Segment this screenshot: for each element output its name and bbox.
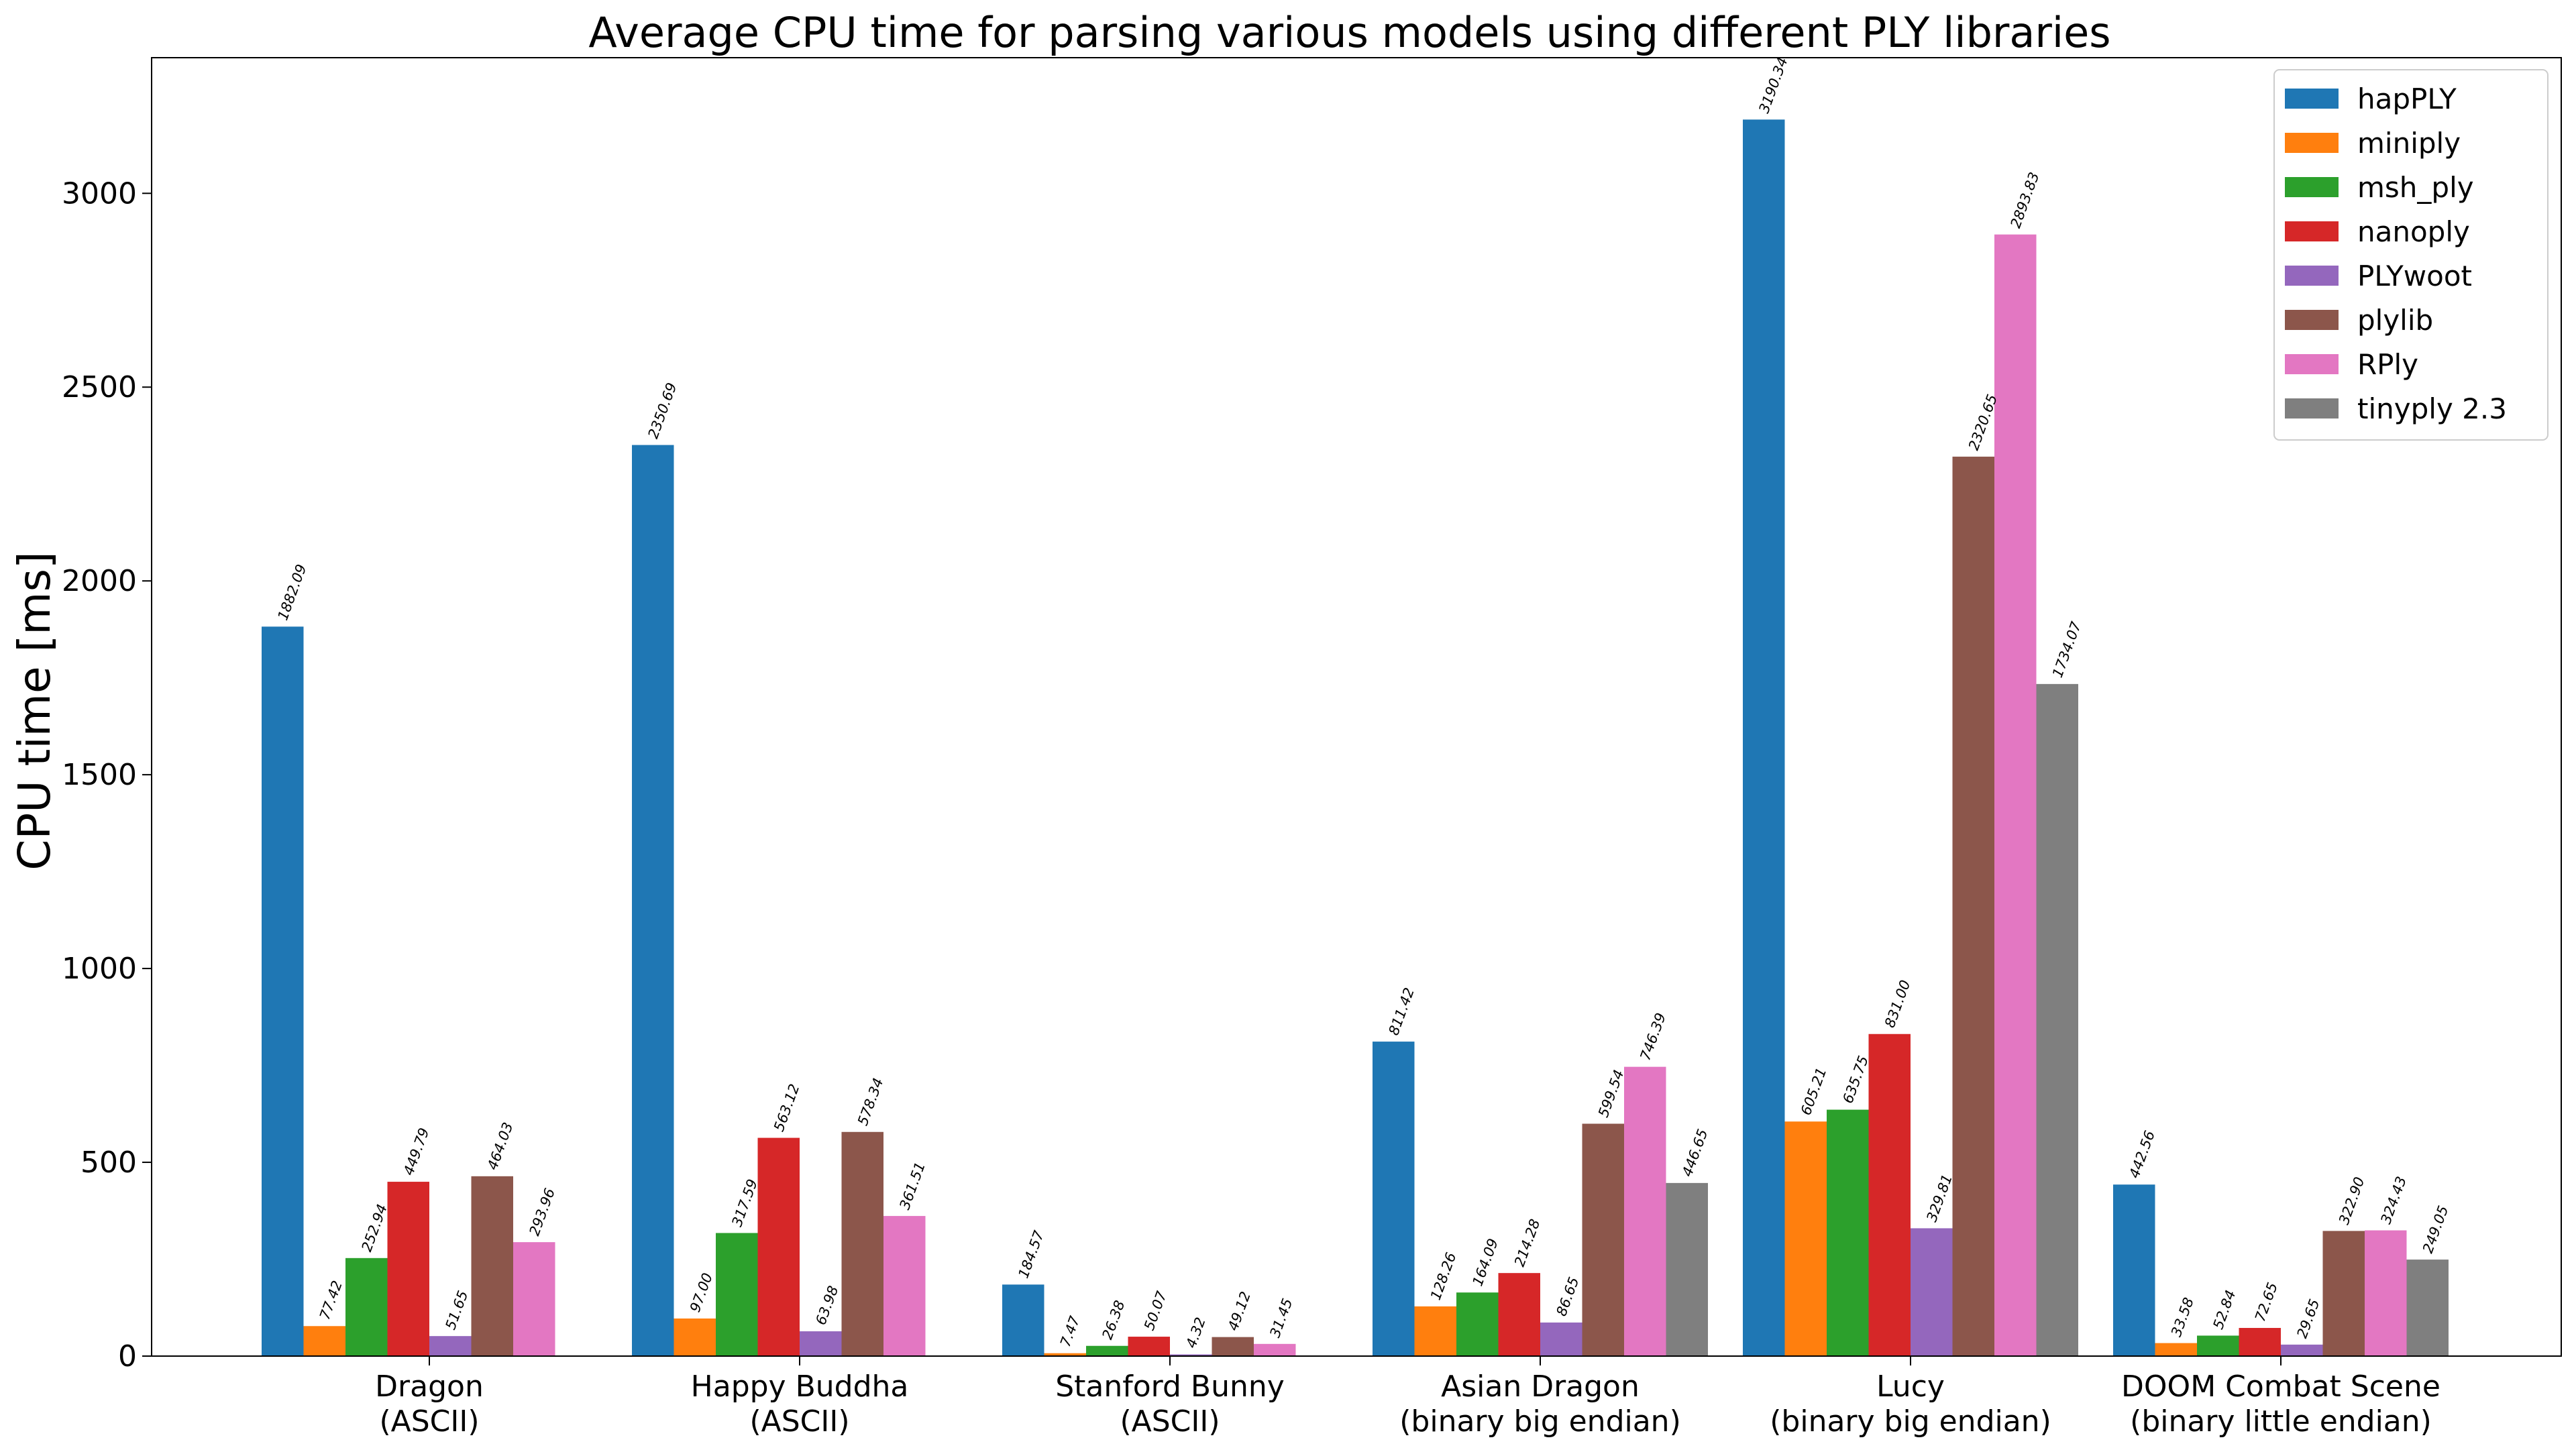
bar-happly-3 (1373, 1042, 1415, 1356)
legend-swatch (2285, 354, 2339, 374)
bar-miniply-2 (1044, 1353, 1086, 1356)
y-axis-label: CPU time [ms] (9, 551, 60, 870)
x-tick-label: DOOM Combat Scene (2121, 1370, 2440, 1404)
bar-rply-4 (1994, 234, 2037, 1357)
x-tick-label: (ASCII) (1120, 1404, 1220, 1439)
bar-nanoply-3 (1498, 1273, 1540, 1356)
bar-nanoply-1 (757, 1137, 800, 1356)
bar-plywoot-3 (1540, 1322, 1582, 1356)
x-tick-label: Happy Buddha (691, 1370, 909, 1404)
bar-plywoot-4 (1911, 1228, 1953, 1356)
legend-box (2273, 69, 2548, 441)
chart-title: Average CPU time for parsing various mod… (588, 8, 2110, 57)
bar-rply-0 (513, 1242, 555, 1356)
legend-label: RPly (2357, 348, 2418, 381)
legend-swatch (2285, 266, 2339, 286)
legend-swatch (2285, 310, 2339, 330)
legend-label: plylib (2357, 304, 2433, 337)
bar-happly-2 (1002, 1284, 1044, 1356)
bar-rply-2 (1254, 1343, 1296, 1356)
bar-plywoot-1 (800, 1331, 842, 1356)
bar-msh-ply-1 (716, 1233, 758, 1356)
bar-miniply-0 (303, 1326, 345, 1356)
legend-label: miniply (2357, 127, 2461, 160)
bar-miniply-4 (1784, 1121, 1827, 1356)
axes-layer: 050010001500200025003000Dragon(ASCII)Hap… (62, 57, 2562, 1439)
x-tick-label: Lucy (1876, 1370, 1945, 1404)
x-tick-label: (ASCII) (749, 1404, 849, 1439)
bar-msh-ply-3 (1456, 1292, 1499, 1356)
x-tick-label: (binary little endian) (2130, 1404, 2432, 1439)
y-tick-label: 1500 (62, 758, 137, 792)
legend-swatch (2285, 398, 2339, 418)
x-tick-label: Dragon (375, 1370, 484, 1404)
y-tick-label: 500 (80, 1146, 137, 1180)
legend-label: nanoply (2357, 215, 2470, 248)
bar-plylib-3 (1582, 1123, 1624, 1356)
x-tick-label: Stanford Bunny (1055, 1370, 1285, 1404)
bar-miniply-5 (2155, 1343, 2197, 1356)
bar-happly-1 (632, 445, 674, 1356)
y-tick-label: 2000 (62, 564, 137, 598)
y-tick-label: 3000 (62, 176, 137, 211)
legend-label: PLYwoot (2357, 260, 2472, 292)
x-tick-label: (binary big endian) (1770, 1404, 2051, 1439)
x-tick-label: (binary big endian) (1399, 1404, 1680, 1439)
y-tick-label: 2500 (62, 370, 137, 404)
bar-msh-ply-2 (1086, 1345, 1128, 1356)
legend-label: tinyply 2.3 (2357, 392, 2507, 425)
bar-plywoot-2 (1170, 1354, 1212, 1356)
bar-happly-4 (1743, 119, 1785, 1357)
bar-plylib-2 (1212, 1337, 1254, 1356)
bar-plywoot-0 (429, 1336, 472, 1356)
bar-plylib-5 (2322, 1231, 2365, 1356)
bar-nanoply-4 (1868, 1034, 1911, 1356)
legend-swatch (2285, 221, 2339, 241)
x-tick-label: Asian Dragon (1441, 1370, 1640, 1404)
bar-nanoply-0 (387, 1182, 429, 1356)
plot-frame (151, 57, 2562, 1357)
bar-miniply-3 (1414, 1306, 1456, 1356)
bar-nanoply-5 (2239, 1328, 2281, 1356)
legend-label: msh_ply (2357, 171, 2474, 204)
bar-tinyply-2-3-3 (1666, 1182, 1708, 1356)
bar-tinyply-2-3-4 (2036, 683, 2078, 1356)
y-tick-label: 0 (118, 1339, 137, 1374)
legend-label: hapPLY (2357, 82, 2457, 115)
bar-nanoply-2 (1128, 1337, 1170, 1356)
bar-msh-ply-5 (2197, 1335, 2239, 1356)
bar-msh-ply-4 (1827, 1109, 1869, 1356)
bar-happly-5 (2113, 1184, 2155, 1356)
bar-tinyply-2-3-5 (2406, 1260, 2449, 1356)
bar-plywoot-5 (2281, 1344, 2323, 1356)
bar-rply-5 (2365, 1230, 2407, 1356)
y-tick-label: 1000 (62, 952, 137, 986)
bar-happly-0 (262, 626, 304, 1356)
bar-msh-ply-0 (345, 1258, 388, 1356)
bar-rply-1 (883, 1216, 926, 1356)
bar-miniply-1 (674, 1318, 716, 1356)
bar-rply-3 (1624, 1066, 1666, 1356)
bar-plylib-0 (471, 1176, 513, 1356)
legend-swatch (2285, 177, 2339, 197)
legend-swatch (2285, 133, 2339, 153)
bar-plylib-1 (841, 1131, 883, 1356)
bars-layer (262, 119, 2449, 1357)
bar-plylib-4 (1952, 456, 1994, 1357)
legend-swatch (2285, 89, 2339, 109)
x-tick-label: (ASCII) (379, 1404, 479, 1439)
